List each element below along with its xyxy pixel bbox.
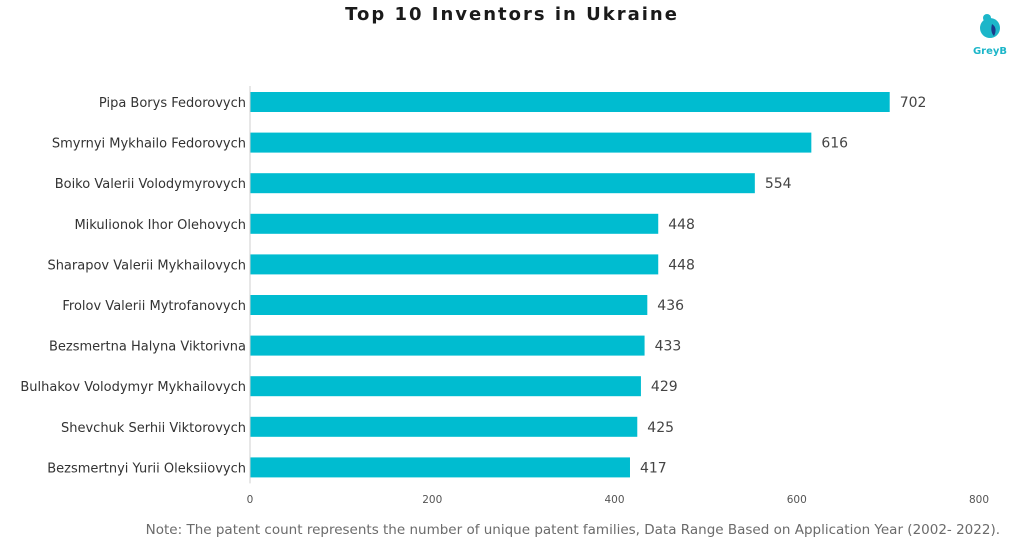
category-label: Bulhakov Volodymyr Mykhailovych xyxy=(20,380,246,395)
category-label: Pipa Borys Fedorovych xyxy=(99,96,246,111)
value-label: 429 xyxy=(651,379,678,395)
chart-title: Top 10 Inventors in Ukraine xyxy=(345,4,679,25)
bar xyxy=(250,92,890,112)
value-label: 554 xyxy=(765,176,792,192)
category-label: Mikulionok Ihor Olehovych xyxy=(74,218,246,233)
bars xyxy=(250,92,890,478)
x-tick-label: 0 xyxy=(247,494,254,506)
bar xyxy=(250,376,641,397)
x-tick-labels: 0 200 400 600 800 xyxy=(247,494,989,506)
category-label: Boiko Valerii Volodymyrovych xyxy=(55,177,246,192)
bar xyxy=(250,213,659,234)
category-label: Shevchuk Serhii Viktorovych xyxy=(61,421,246,436)
bar xyxy=(250,295,648,315)
value-label: 616 xyxy=(821,136,848,152)
chart-note: Note: The patent count represents the nu… xyxy=(145,522,1000,538)
category-labels: Pipa Borys Fedorovych Smyrnyi Mykhailo Fe… xyxy=(20,96,246,476)
value-label: 702 xyxy=(900,95,927,111)
value-label: 433 xyxy=(655,339,682,355)
value-label: 425 xyxy=(647,420,674,436)
category-label: Smyrnyi Mykhailo Fedorovych xyxy=(52,137,246,152)
x-tick-label: 600 xyxy=(787,494,807,506)
category-label: Frolov Valerii Mytrofanovych xyxy=(62,299,246,314)
greyb-logo-icon xyxy=(980,14,1000,38)
category-label: Bezsmertnyi Yurii Oleksiiovych xyxy=(47,461,246,476)
bar xyxy=(250,254,659,275)
x-tick-label: 400 xyxy=(604,494,624,506)
value-label: 436 xyxy=(657,298,684,314)
bar xyxy=(250,416,638,437)
value-label: 417 xyxy=(640,460,667,476)
value-label: 448 xyxy=(668,217,695,233)
bar xyxy=(250,457,630,478)
value-label: 448 xyxy=(668,257,695,273)
x-tick-label: 200 xyxy=(422,494,442,506)
category-label: Bezsmertna Halyna Viktorivna xyxy=(49,340,246,355)
bar-chart: Pipa Borys Fedorovych Smyrnyi Mykhailo Fe… xyxy=(20,86,989,506)
x-tick-label: 800 xyxy=(969,494,989,506)
greyb-logo: GreyB xyxy=(970,10,1010,62)
bar xyxy=(250,335,645,356)
bar xyxy=(250,132,812,153)
category-label: Sharapov Valerii Mykhailovych xyxy=(47,258,246,273)
bar xyxy=(250,173,755,194)
logo-text: GreyB xyxy=(972,46,1008,57)
value-labels: 702 616 554 448 448 436 433 429 425 417 xyxy=(640,95,926,476)
